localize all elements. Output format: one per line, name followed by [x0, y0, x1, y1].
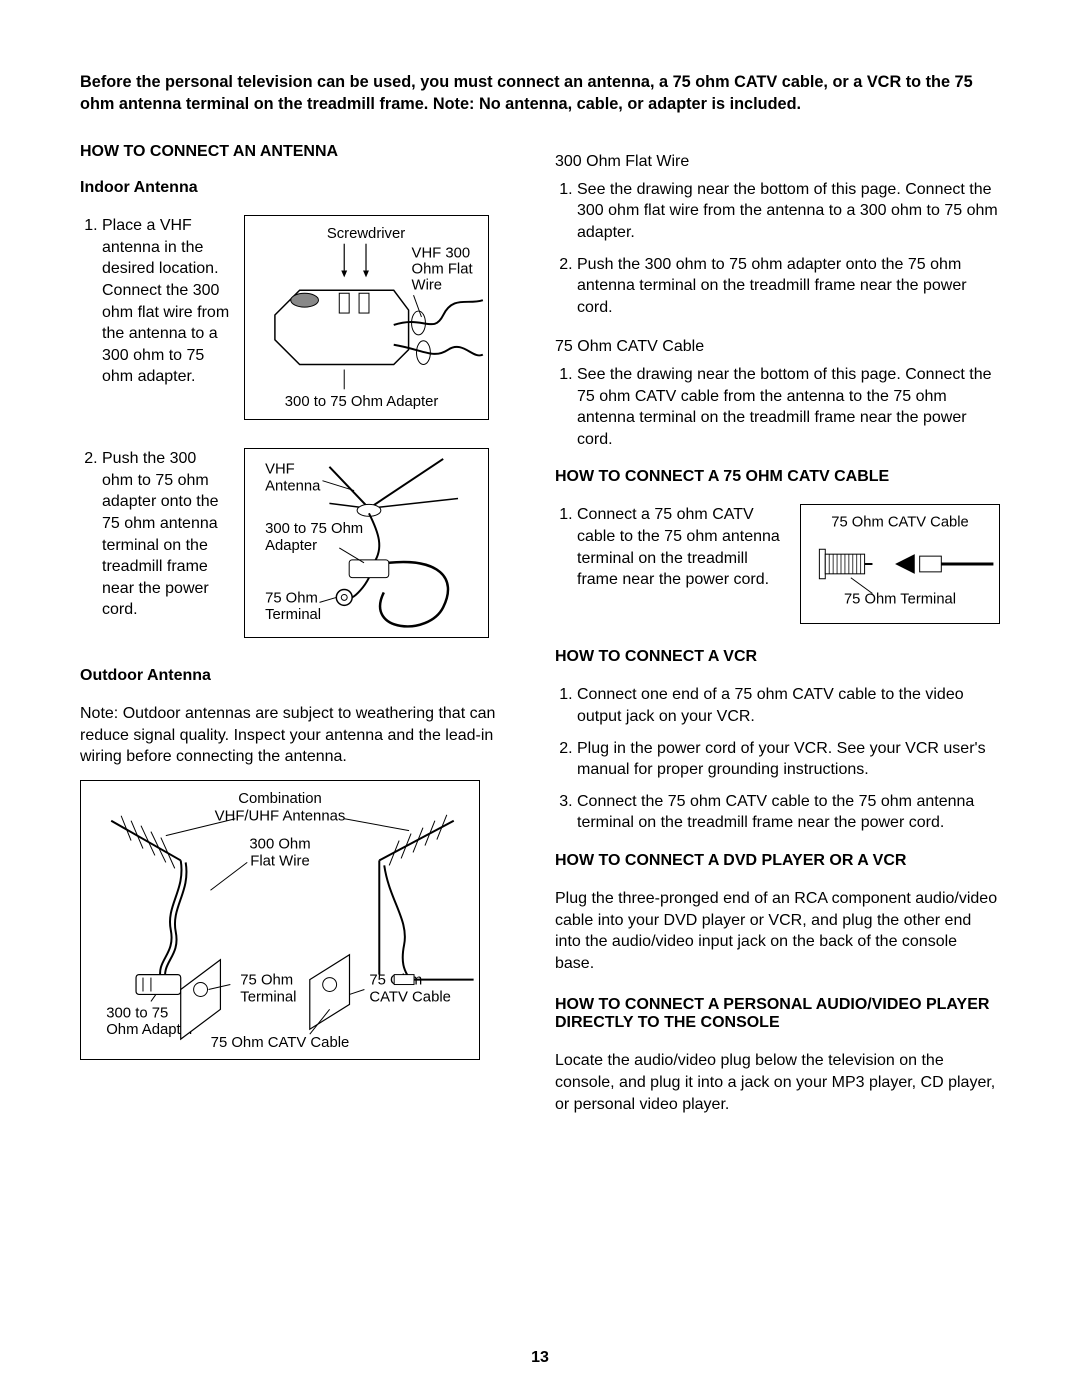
catv-row: Connect a 75 ohm CATV cable to the 75 oh… [555, 504, 1000, 624]
svg-text:75 Ohm Terminal: 75 Ohm Terminal [844, 592, 956, 608]
step1-text: Place a VHF antenna in the desired locat… [80, 215, 230, 420]
svg-text:300 to 75 Ohm Adapter: 300 to 75 Ohm Adapter [285, 394, 439, 410]
svg-text:Combination: Combination [238, 791, 322, 807]
heading-antenna: HOW TO CONNECT AN ANTENNA [80, 143, 525, 161]
left-column: HOW TO CONNECT AN ANTENNA Indoor Antenna… [80, 143, 525, 1115]
svg-text:Ohm Flat: Ohm Flat [412, 262, 474, 278]
svg-text:VHF 300: VHF 300 [412, 246, 471, 262]
svg-text:300 to 75: 300 to 75 [106, 1005, 168, 1021]
page-number: 13 [0, 1349, 1080, 1367]
catv-text: Connect a 75 ohm CATV cable to the 75 oh… [555, 504, 782, 608]
step1-row: Place a VHF antenna in the desired locat… [80, 215, 525, 420]
vcr-steps: Connect one end of a 75 ohm CATV cable t… [555, 684, 1000, 834]
figure-vhf-antenna: VHF Antenna 300 to 75 Ohm Adapter [244, 448, 489, 638]
outdoor-note: Note: Outdoor antennas are subject to we… [80, 703, 525, 768]
svg-text:300 Ohm: 300 Ohm [249, 836, 310, 852]
right-300-steps: See the drawing near the bottom of this … [555, 179, 1000, 319]
svg-text:Flat Wire: Flat Wire [250, 853, 309, 869]
personal-text: Locate the audio/video plug below the te… [555, 1050, 1000, 1115]
subheading-outdoor: Outdoor Antenna [80, 667, 525, 685]
manual-page: Before the personal television can be us… [0, 0, 1080, 1397]
svg-text:Antenna: Antenna [265, 479, 321, 495]
right-75-steps: See the drawing near the bottom of this … [555, 364, 1000, 450]
step2-row: Push the 300 ohm to 75 ohm adapter onto … [80, 448, 525, 639]
heading-dvd: HOW TO CONNECT A DVD PLAYER OR A VCR [555, 852, 1000, 870]
svg-text:Terminal: Terminal [265, 607, 321, 623]
svg-text:75 Ohm CATV Cable: 75 Ohm CATV Cable [831, 515, 968, 531]
step2-text: Push the 300 ohm to 75 ohm adapter onto … [80, 448, 230, 639]
svg-text:300 to 75 Ohm: 300 to 75 Ohm [265, 521, 363, 537]
figure-catv: 75 Ohm CATV Cable [800, 504, 1000, 624]
right-column: 300 Ohm Flat Wire See the drawing near t… [555, 143, 1000, 1115]
two-column-layout: HOW TO CONNECT AN ANTENNA Indoor Antenna… [80, 143, 1000, 1115]
heading-vcr: HOW TO CONNECT A VCR [555, 648, 1000, 666]
svg-text:CATV Cable: CATV Cable [369, 989, 451, 1005]
dvd-text: Plug the three-pronged end of an RCA com… [555, 888, 1000, 974]
figure-adapter: Screwdriver VHF 300 Ohm Flat Wire [244, 215, 489, 420]
figure-outdoor-antenna: Combination VHF/UHF Antennas [80, 780, 480, 1060]
svg-text:Adapter: Adapter [265, 538, 317, 554]
subheading-indoor: Indoor Antenna [80, 179, 525, 197]
label-300-flat: 300 Ohm Flat Wire [555, 151, 1000, 173]
heading-catv: HOW TO CONNECT A 75 OHM CATV CABLE [555, 468, 1000, 486]
svg-text:Screwdriver: Screwdriver [327, 226, 405, 242]
svg-text:Terminal: Terminal [240, 989, 296, 1005]
svg-text:75 Ohm: 75 Ohm [240, 972, 293, 988]
intro-text: Before the personal television can be us… [80, 71, 1000, 115]
svg-text:75 Ohm CATV Cable: 75 Ohm CATV Cable [211, 1035, 350, 1051]
svg-text:VHF: VHF [265, 462, 295, 478]
svg-text:VHF/UHF Antennas: VHF/UHF Antennas [215, 809, 346, 825]
label-75-catv: 75 Ohm CATV Cable [555, 336, 1000, 358]
heading-personal: HOW TO CONNECT A PERSONAL AUDIO/VIDEO PL… [555, 996, 1000, 1032]
svg-text:Wire: Wire [412, 278, 443, 294]
svg-text:75 Ohm: 75 Ohm [265, 591, 318, 607]
